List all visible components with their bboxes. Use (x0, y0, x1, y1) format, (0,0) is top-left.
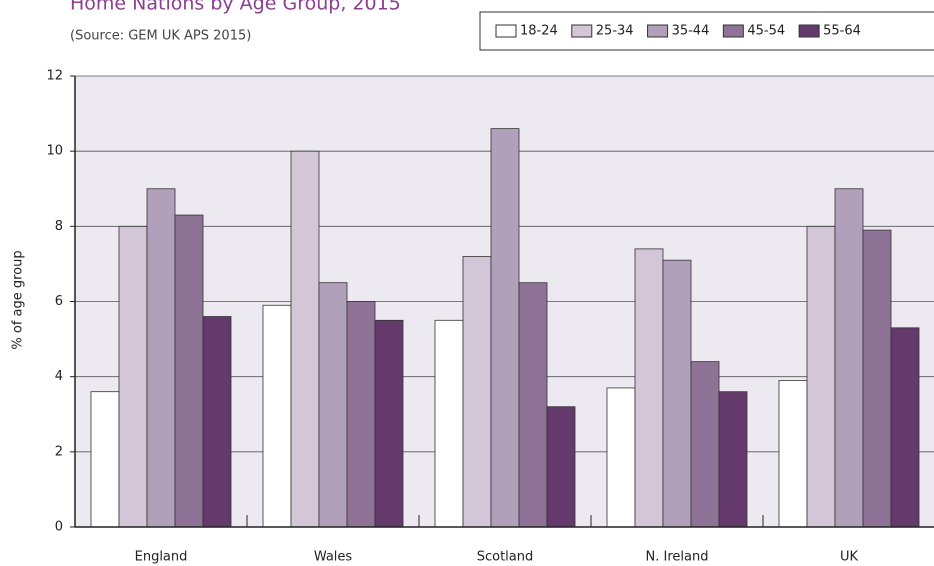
bar (862, 229, 892, 528)
legend-swatch (722, 24, 744, 38)
bar (202, 316, 232, 528)
bar (546, 406, 576, 528)
bar (890, 327, 920, 528)
bar (290, 150, 320, 528)
legend-label: 18-24 (520, 24, 558, 39)
bar (834, 188, 864, 528)
bar (718, 391, 748, 528)
legend-label: 25-34 (596, 24, 634, 39)
legend-label: 55-64 (823, 24, 861, 39)
y-tick-label: 12 (46, 69, 63, 84)
y-tick-label: 2 (55, 444, 63, 459)
legend-swatch (571, 24, 593, 38)
bar (662, 259, 692, 528)
y-axis-label: % of age group (11, 250, 26, 349)
bar (690, 361, 720, 528)
bar (518, 282, 548, 528)
bar (778, 380, 808, 528)
bar (490, 128, 520, 528)
bar (174, 214, 204, 528)
bar (346, 301, 376, 528)
legend-swatch (495, 24, 517, 38)
legend-swatch (647, 24, 669, 38)
y-tick-label: 10 (46, 144, 63, 159)
legend-box (479, 11, 934, 51)
bar (462, 255, 492, 528)
x-tick-label: England (135, 550, 188, 565)
bar (806, 225, 836, 528)
x-tick-label: Scotland (477, 550, 534, 565)
bar (374, 319, 404, 528)
bar (434, 319, 464, 528)
y-tick-label: 8 (55, 219, 63, 234)
bar (634, 248, 664, 528)
chart-subtitle: (Source: GEM UK APS 2015) (70, 29, 251, 44)
y-tick-label: 0 (55, 520, 63, 535)
y-tick-label: 4 (55, 369, 63, 384)
legend-label: 45-54 (747, 24, 785, 39)
x-tick-label: N. Ireland (646, 550, 709, 565)
y-tick-label: 6 (55, 294, 63, 309)
bar (90, 391, 120, 528)
bar (606, 387, 636, 528)
bar (262, 304, 292, 528)
bar (118, 225, 148, 528)
bar (146, 188, 176, 528)
legend-label: 35-44 (672, 24, 710, 39)
legend-swatch (798, 24, 820, 38)
x-tick-label: Wales (314, 550, 353, 565)
bar (318, 282, 348, 528)
chart-title: Home Nations by Age Group, 2015 (70, 0, 401, 15)
x-tick-label: UK (840, 550, 859, 565)
